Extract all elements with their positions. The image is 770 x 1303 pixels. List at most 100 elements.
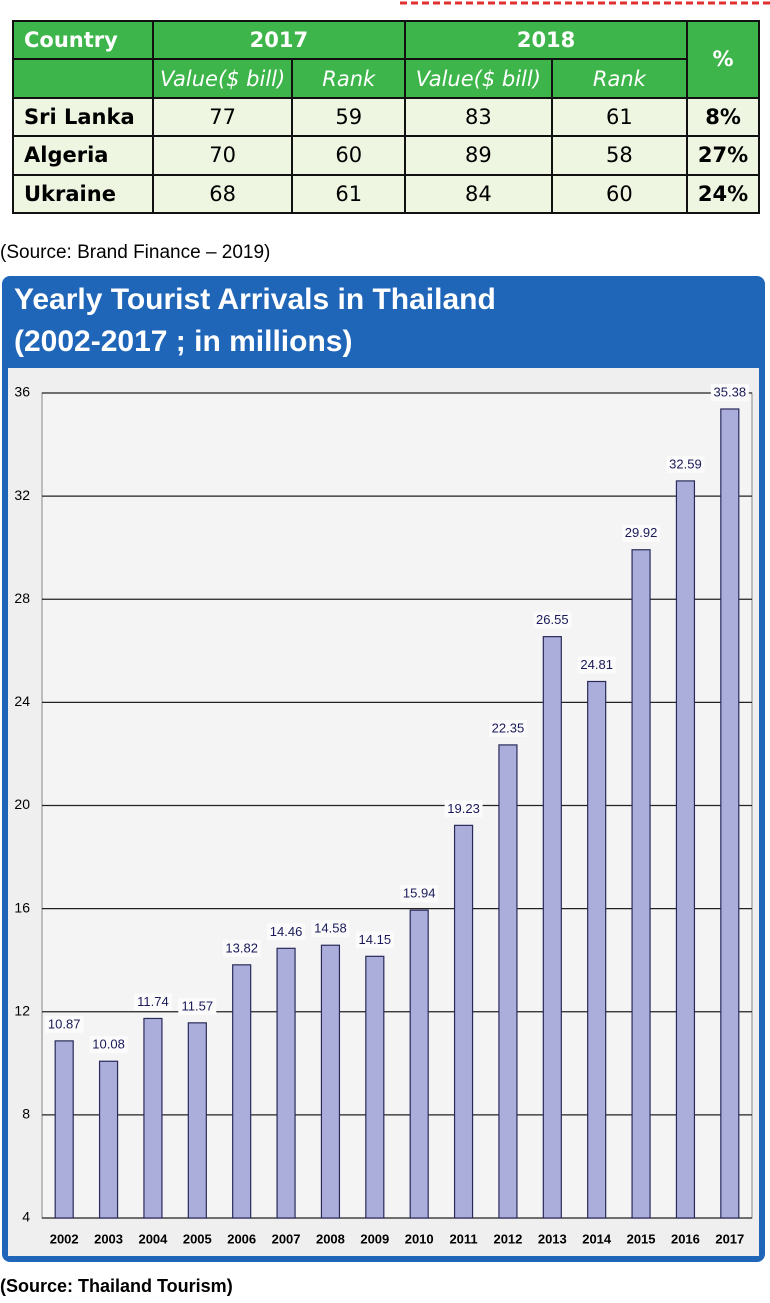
x-tick-label: 2003 [94,1231,123,1246]
bar [587,680,607,1219]
value-label: 29.92 [625,525,658,540]
bar [54,1040,74,1219]
x-tick-label: 2016 [671,1231,700,1246]
value-label: 11.57 [182,998,214,1013]
value-label: 14.58 [314,921,347,936]
bar [498,744,518,1219]
bar [631,549,651,1219]
cell: 8% [686,96,760,138]
y-tick-label: 4 [22,1209,30,1225]
header: 2018 [404,19,689,61]
value-label: 19.23 [447,801,480,816]
value-label: 22.35 [492,720,525,735]
header: 2017 [151,19,407,61]
x-tick-label: 2007 [272,1231,301,1246]
value-label: 35.38 [714,384,747,399]
x-tick-label: 2015 [627,1231,656,1246]
bar [453,824,474,1219]
value-label-box [45,1015,84,1033]
y-tick-label: 36 [14,384,30,400]
bar [409,909,429,1219]
cell: 77 [151,96,294,138]
y-tick-label: 16 [14,899,30,915]
cell: 59 [291,96,407,138]
bar [720,408,740,1219]
subheader: Rank [550,58,689,99]
value-label: 14.46 [270,924,303,939]
value-label-box [533,611,572,629]
cell: Ukraine [12,173,154,215]
x-tick-label: 2013 [538,1231,567,1246]
value-label-box [355,931,394,949]
data-table: Country 2017 2018 % Value($ bill) Rank V… [12,19,760,215]
value-label-box [488,719,527,737]
cell: 89 [404,135,553,176]
cell: 70 [151,135,294,176]
cell: 61 [291,173,407,215]
value-label-box [710,383,749,401]
value-label-box [133,993,172,1011]
value-label: 13.82 [225,940,258,955]
value-label-box [444,800,483,818]
cell: 24% [686,173,760,215]
chart-title: Yearly Tourist Arrivals in Thailand [14,283,496,316]
cell: Sri Lanka [12,96,154,138]
x-tick-label: 2009 [360,1231,389,1246]
bar [98,1060,119,1219]
value-label-box [89,1036,128,1054]
bar [365,955,385,1219]
header: Country [12,19,154,61]
x-tick-label: 2012 [493,1231,522,1246]
subheader: Rank [291,58,407,99]
cell: 84 [404,173,553,215]
cell: 27% [686,135,760,176]
value-label: 10.08 [92,1037,125,1052]
bar [675,480,696,1219]
value-label-box [178,997,217,1015]
bar [320,944,341,1219]
bar [143,1017,163,1219]
bar [187,1022,207,1219]
header [12,58,154,99]
chart-source: (Source: Thailand Tourism) [0,1276,233,1296]
value-label: 10.87 [48,1016,81,1031]
x-tick-label: 2002 [50,1231,79,1246]
y-tick-label: 8 [22,1106,30,1122]
x-tick-label: 2017 [715,1231,744,1246]
value-label: 14.15 [359,932,392,947]
subheader: Value($ bill) [151,58,294,99]
x-tick-label: 2004 [138,1231,168,1246]
x-tick-label: 2010 [405,1231,434,1246]
value-label: 11.74 [137,994,169,1009]
bar [542,636,562,1219]
cell: 68 [151,173,294,215]
value-label-box [400,885,439,903]
y-tick-label: 12 [14,1002,30,1018]
bar [276,947,296,1219]
value-label: 15.94 [403,886,436,901]
chart-subtitle: (2002-2017 ; in millions) [14,325,352,358]
table-source: (Source: Brand Finance – 2019) [0,242,270,263]
value-label-box [222,939,261,957]
subheader: Value($ bill) [404,58,553,99]
value-label-box [577,656,616,674]
cell: 58 [550,135,689,176]
value-label-box [666,455,705,473]
value-label: 26.55 [536,612,569,627]
value-label-box [267,923,306,941]
y-tick-label: 20 [14,796,30,812]
value-label: 32.59 [669,456,702,471]
cell: Algeria [12,135,154,176]
y-tick-label: 28 [14,590,30,606]
y-tick-label: 24 [14,693,30,709]
value-label-box [622,524,661,542]
cell: 83 [404,96,553,138]
value-label-box [311,920,350,938]
x-tick-label: 2005 [183,1231,212,1246]
x-tick-label: 2008 [316,1231,345,1246]
cell: 60 [291,135,407,176]
bar [232,964,252,1219]
cell: 60 [550,173,689,215]
